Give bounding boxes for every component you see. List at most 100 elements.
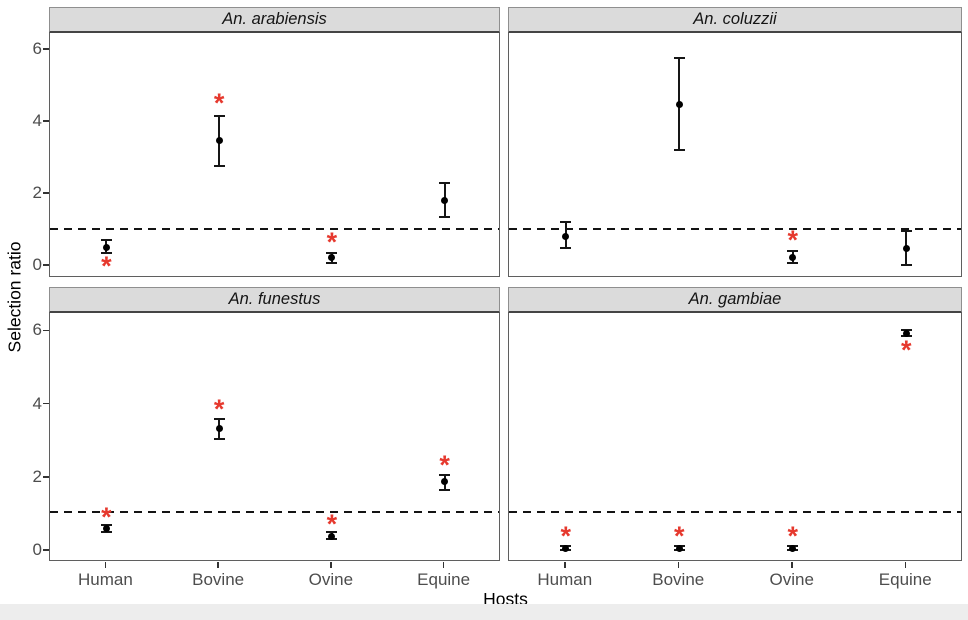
error-bar-cap	[673, 148, 685, 151]
facet-panel-an-coluzzii: An. coluzzii *	[508, 7, 962, 277]
error-bar-cap	[439, 488, 451, 491]
data-point	[675, 101, 683, 109]
error-bar-cap	[100, 251, 112, 254]
facet-strip: An. arabiensis	[49, 7, 500, 33]
facet-panel-an-arabiensis: An. arabiensis * * *	[49, 7, 500, 282]
error-bar-cap	[326, 251, 338, 254]
error-bar-cap	[213, 438, 225, 441]
y-tick-label: 0	[32, 539, 42, 559]
x-tick-mark	[442, 562, 445, 568]
significance-star: *	[439, 449, 450, 480]
data-point	[441, 478, 449, 486]
data-point	[789, 253, 797, 261]
data-point	[789, 544, 797, 552]
error-bar-cap	[100, 531, 112, 534]
facet-label: An. arabiensis	[222, 10, 327, 28]
y-tick-mark	[43, 549, 49, 551]
reference-line	[50, 228, 499, 231]
y-tick-mark	[43, 476, 49, 478]
reference-line	[50, 511, 499, 514]
x-tick-mark	[104, 562, 107, 568]
y-tick-label: 2	[32, 183, 42, 203]
x-tick-label: Ovine	[308, 570, 354, 589]
error-bar-cap	[439, 474, 451, 477]
facet-label: An. gambiae	[688, 290, 782, 308]
x-tick-label: Equine	[878, 570, 932, 589]
error-bar-cap	[900, 264, 912, 267]
x-tick-mark	[330, 562, 332, 568]
y-tick-label: 2	[32, 466, 42, 486]
error-bar-cap	[787, 249, 799, 252]
data-point	[441, 196, 449, 204]
data-point	[675, 544, 683, 552]
x-tick-mark	[217, 562, 219, 568]
error-bar-cap	[213, 418, 225, 421]
y-tick-mark	[43, 120, 49, 122]
facet-strip: An. funestus	[49, 287, 500, 313]
error-bar-cap	[439, 215, 451, 218]
error-bar-cap	[100, 524, 112, 527]
plot-area: * * * *	[49, 313, 500, 561]
significance-star: *	[101, 502, 112, 533]
data-point	[902, 329, 910, 337]
window-edge-band	[0, 604, 968, 620]
significance-star: *	[787, 225, 799, 256]
error-bar-cap	[787, 261, 799, 264]
error-bar-cap	[560, 247, 572, 250]
significance-star: *	[900, 334, 912, 365]
error-bar-cap	[326, 262, 338, 265]
x-tick-mark	[904, 562, 906, 568]
x-tick-label: Equine	[417, 570, 471, 589]
significance-star: *	[101, 251, 112, 282]
data-point	[562, 232, 570, 240]
y-tick-label: 6	[32, 320, 42, 340]
x-tick-mark	[791, 562, 793, 568]
data-point	[328, 254, 336, 262]
error-bar-cap	[560, 220, 572, 223]
data-point	[102, 525, 110, 533]
x-tick-label: Bovine	[192, 570, 245, 589]
error-bar-cap	[673, 57, 685, 60]
y-tick-mark	[43, 48, 49, 50]
y-tick-label: 6	[32, 39, 42, 59]
x-tick-label: Ovine	[769, 570, 814, 589]
data-point	[215, 137, 223, 145]
error-bar-cap	[100, 238, 112, 241]
data-point	[102, 243, 110, 251]
y-tick-mark	[43, 402, 49, 405]
error-bar-cap	[900, 229, 912, 232]
plot-area: *	[508, 33, 962, 277]
data-point	[562, 544, 570, 552]
facet-panel-an-funestus: An. funestus * * * *	[49, 287, 500, 561]
reference-line	[509, 228, 961, 231]
error-bar-cap	[326, 531, 338, 534]
data-point	[215, 424, 223, 432]
significance-star: *	[673, 520, 685, 551]
plot-area: * * *	[49, 33, 500, 282]
y-tick-label: 4	[32, 111, 42, 131]
x-tick-label: Human	[537, 570, 593, 589]
facet-strip: An. coluzzii	[508, 7, 962, 33]
facet-strip: An. gambiae	[508, 287, 962, 313]
plot-area: * * * *	[508, 313, 962, 561]
y-tick-mark	[43, 264, 49, 266]
significance-star: *	[326, 509, 338, 540]
facet-label: An. funestus	[228, 290, 321, 308]
data-point	[328, 532, 336, 540]
error-bar-cap	[439, 182, 451, 185]
significance-star: *	[560, 520, 572, 551]
facet-label: An. coluzzii	[693, 10, 777, 28]
y-tick-mark	[43, 329, 49, 332]
y-tick-label: 4	[32, 393, 42, 413]
significance-star: *	[787, 520, 799, 551]
x-tick-label: Human	[77, 570, 133, 589]
x-tick-label: Bovine	[652, 570, 705, 589]
significance-star: *	[213, 394, 225, 425]
y-tick-mark	[43, 192, 49, 194]
error-bar-cap	[213, 114, 225, 117]
error-bar-cap	[213, 165, 225, 168]
data-point	[902, 245, 910, 253]
significance-star: *	[213, 88, 225, 119]
x-tick-mark	[677, 562, 679, 568]
